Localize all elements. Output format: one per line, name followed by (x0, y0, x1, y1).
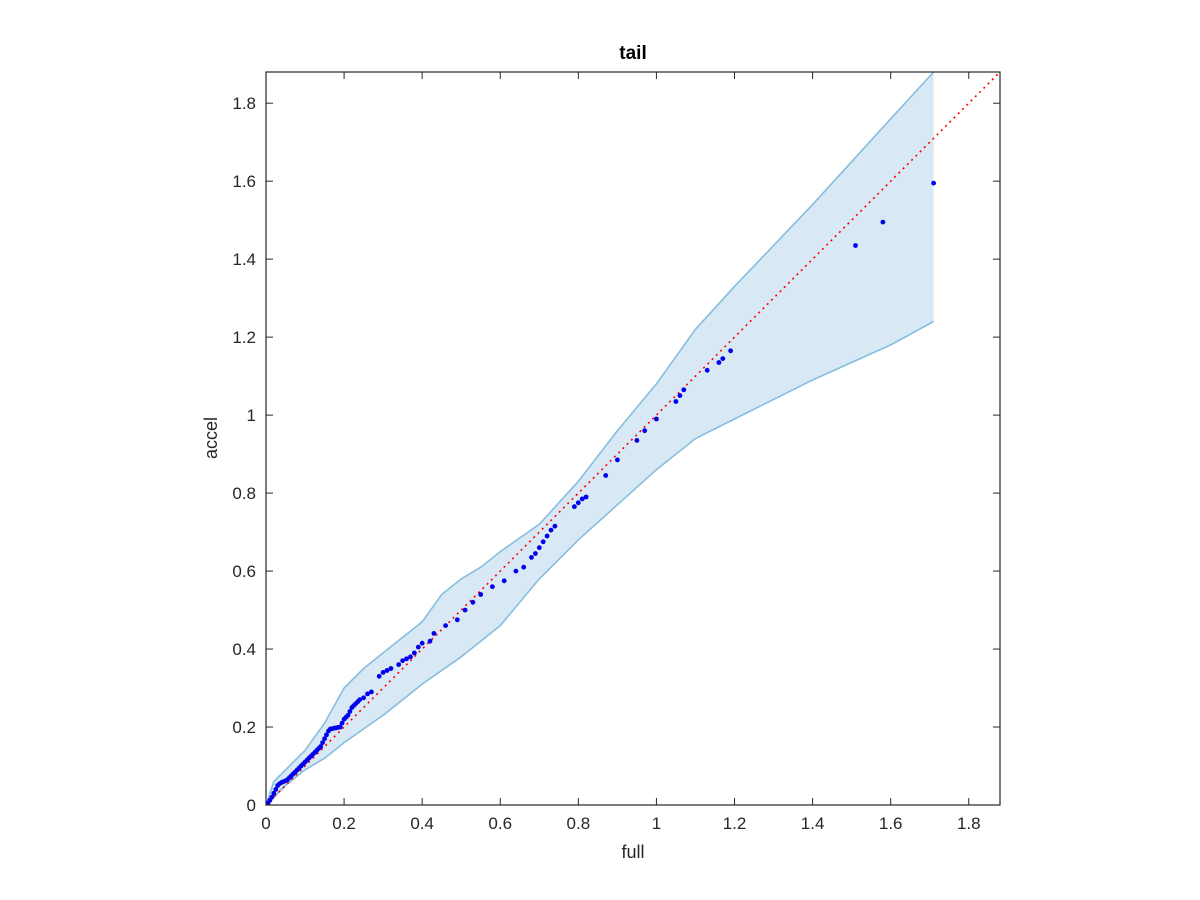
chart-title: tail (619, 43, 646, 64)
data-point (572, 504, 577, 510)
data-point (536, 545, 542, 551)
axes-box (265, 71, 1001, 806)
data-point (478, 592, 484, 597)
data-point (673, 399, 679, 404)
data-point (412, 650, 417, 656)
x-tick-label: 0.4 (410, 814, 434, 833)
y-tick-label: 1.2 (232, 328, 256, 347)
data-point (579, 496, 585, 502)
data-point (408, 654, 413, 660)
data-point (470, 599, 476, 605)
confidence-band-upper-edge (265, 71, 935, 806)
data-point (320, 740, 325, 745)
data-point (337, 724, 343, 730)
x-tick-label: 0.8 (567, 814, 591, 833)
data-point (400, 658, 405, 664)
tick-layer: 00 0.2 0.2 0.4 0.4 0.6 0.6 0.8 0.8 1 1 1.2 1.2 1.4 1.4… (232, 72, 1000, 833)
data-point (347, 709, 353, 714)
data-point (318, 744, 324, 749)
x-tick-label: 0.2 (332, 814, 356, 833)
data-point (384, 668, 390, 673)
data-point (322, 736, 327, 742)
data-point (490, 584, 495, 590)
data-point (704, 367, 710, 373)
data-point (552, 523, 558, 529)
data-point (501, 578, 507, 584)
x-tick-label: 1 (652, 814, 661, 833)
data-point (642, 428, 648, 434)
data-point (369, 689, 374, 695)
data-point (853, 243, 858, 248)
x-tick-label: 1.8 (957, 814, 981, 833)
x-tick-label: 1.4 (801, 814, 825, 833)
y-tick-label: 1.8 (232, 94, 256, 113)
x-tick-label: 1.2 (723, 814, 747, 833)
data-point (415, 644, 421, 650)
x-axis-label: full (621, 842, 644, 862)
data-point (271, 790, 277, 796)
data-point (533, 551, 538, 556)
data-point (431, 631, 437, 636)
y-tick-label: 1.4 (232, 250, 256, 269)
y-tick-label: 1 (247, 406, 256, 425)
data-point (513, 568, 519, 574)
data-points-layer (265, 180, 936, 806)
data-point (339, 720, 345, 726)
confidence-band-lower-edge (265, 320, 934, 806)
data-point (634, 438, 640, 443)
data-point (529, 555, 534, 560)
data-point (380, 670, 386, 675)
data-point (615, 457, 620, 463)
data-point (462, 607, 468, 613)
data-point (376, 673, 382, 679)
data-point (521, 564, 527, 570)
x-tick-label: 0.6 (488, 814, 512, 833)
y-axis-label: accel (201, 417, 221, 459)
y-tick-label: 0.2 (232, 718, 256, 737)
data-point (388, 666, 394, 671)
data-point (583, 494, 589, 500)
data-point (677, 393, 683, 398)
data-point (720, 356, 726, 361)
reference-line-layer (265, 71, 1001, 806)
x-tick-label: 1.6 (879, 814, 903, 833)
y-tick-label: 1.6 (232, 172, 256, 191)
data-point (681, 387, 687, 393)
confidence-band-layer (265, 71, 935, 806)
data-point (361, 695, 366, 701)
data-point (396, 662, 402, 667)
data-point (273, 787, 279, 792)
data-point (443, 623, 448, 628)
data-point (654, 416, 659, 422)
data-point (880, 219, 886, 225)
y-tick-label: 0.6 (232, 562, 256, 581)
data-point (419, 640, 425, 646)
data-point (454, 617, 460, 623)
data-point (544, 533, 550, 539)
data-point (324, 732, 329, 738)
data-point (427, 638, 433, 644)
data-point (548, 527, 554, 533)
data-point (540, 539, 546, 545)
reference-line (265, 71, 1001, 806)
plot-area (265, 71, 1001, 806)
data-point (269, 794, 275, 800)
confidence-band-fill (266, 72, 934, 805)
data-point (345, 712, 351, 718)
data-point (404, 656, 409, 662)
data-point (603, 473, 609, 478)
x-tick-label: 0 (261, 814, 270, 833)
data-point (931, 180, 936, 186)
data-point (716, 360, 722, 365)
data-point (357, 697, 363, 703)
data-point (728, 348, 733, 354)
y-tick-label: 0.8 (232, 484, 256, 503)
y-tick-label: 0 (247, 796, 256, 815)
data-point (365, 691, 370, 697)
data-point (575, 500, 581, 506)
y-tick-label: 0.4 (232, 640, 256, 659)
